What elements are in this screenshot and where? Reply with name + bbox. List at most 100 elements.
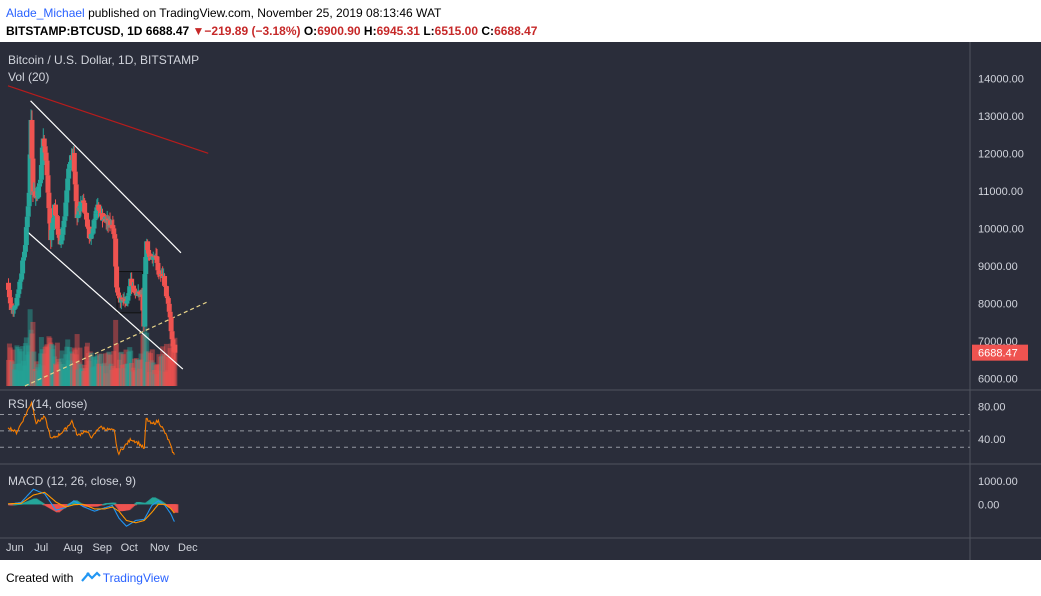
candle-body bbox=[115, 292, 121, 296]
tradingview-logo-icon[interactable] bbox=[80, 571, 101, 587]
time-tick-label: Oct bbox=[121, 542, 138, 554]
price-tag-label: 6688.47 bbox=[978, 348, 1018, 360]
volume-bar bbox=[114, 343, 120, 386]
long-term-resistance bbox=[7, 85, 209, 154]
volume-bar bbox=[136, 360, 142, 386]
volume-bar bbox=[88, 352, 94, 386]
price-tick-label: 10000.00 bbox=[978, 223, 1024, 235]
candle-body bbox=[49, 230, 55, 241]
volume-bar bbox=[93, 359, 99, 386]
chart-title: Bitcoin / U.S. Dollar, 1D, BITSTAMP bbox=[8, 53, 199, 67]
volume-bar bbox=[129, 362, 135, 386]
candle-body bbox=[113, 238, 119, 267]
candle-body bbox=[122, 299, 128, 302]
candle-body bbox=[66, 168, 72, 179]
macd-histogram-bar bbox=[133, 504, 138, 506]
volume-bar bbox=[57, 363, 63, 386]
volume-bar bbox=[116, 359, 122, 386]
candle-body bbox=[20, 260, 26, 274]
candle-body bbox=[39, 147, 45, 166]
author-link[interactable]: Alade_Michael bbox=[6, 6, 85, 20]
volume-bar bbox=[63, 354, 69, 386]
volume-bar bbox=[141, 333, 147, 386]
volume-bar bbox=[30, 321, 36, 386]
candle-body bbox=[13, 305, 19, 307]
volume-bar bbox=[101, 362, 107, 386]
volume-bar bbox=[32, 369, 38, 386]
candle-body bbox=[51, 217, 57, 223]
volume-bar bbox=[95, 354, 101, 386]
volume-bar bbox=[84, 342, 90, 386]
tradingview-brand[interactable]: TradingView bbox=[102, 571, 169, 585]
volume-bar bbox=[134, 359, 140, 386]
candle-body bbox=[45, 175, 51, 193]
volume-bar bbox=[117, 352, 123, 386]
volume-bar bbox=[62, 369, 68, 386]
volume-bar bbox=[28, 329, 34, 386]
candle-body bbox=[21, 251, 27, 258]
volume-bar bbox=[44, 344, 50, 386]
volume-bar bbox=[7, 347, 13, 386]
volume-bar bbox=[167, 348, 173, 386]
candle-body bbox=[86, 226, 92, 239]
rsi-tick-label: 40.00 bbox=[978, 434, 1006, 446]
change-arrow-icon: ▼ bbox=[192, 24, 205, 38]
candle-body bbox=[41, 138, 47, 147]
candle-body bbox=[43, 152, 49, 161]
candle-body bbox=[68, 161, 74, 165]
time-tick-label: Dec bbox=[178, 542, 198, 554]
candle-body bbox=[19, 273, 25, 280]
volume-bar bbox=[15, 346, 21, 386]
candle-body bbox=[163, 286, 169, 297]
candle-body bbox=[62, 216, 68, 221]
volume-bar bbox=[34, 361, 40, 386]
candle-body bbox=[169, 331, 175, 340]
volume-bar bbox=[118, 351, 124, 386]
volume-bar bbox=[45, 347, 51, 386]
time-tick-label: Sep bbox=[92, 542, 112, 554]
volume-bar bbox=[48, 342, 54, 386]
candle-body bbox=[142, 274, 148, 327]
chart-area[interactable]: 14000.00 13000.00 12000.00 11000.00 10000.00… bbox=[0, 42, 1041, 560]
candle-body bbox=[14, 297, 20, 306]
last-price: 6688.47 bbox=[145, 24, 190, 38]
candle-body bbox=[78, 202, 84, 212]
candle-body bbox=[37, 183, 43, 187]
candle-body bbox=[23, 227, 29, 246]
chart-header: Alade_Michael published on TradingView.c… bbox=[6, 4, 1036, 40]
symbol-line: BITSTAMP:BTCUSD, 1D 6688.47 ▼−219.89 (−3… bbox=[6, 22, 1036, 40]
chart-canvas[interactable]: 14000.00 13000.00 12000.00 11000.00 10000.00… bbox=[0, 42, 1041, 560]
volume-bar bbox=[33, 371, 39, 386]
macd-label: MACD (12, 26, close, 9) bbox=[8, 474, 136, 488]
candle-body bbox=[124, 300, 130, 304]
volume-bar bbox=[85, 353, 91, 386]
candle-body bbox=[59, 234, 65, 241]
volume-bar bbox=[161, 354, 167, 386]
volume-bar bbox=[18, 370, 24, 386]
candle-body bbox=[94, 207, 100, 214]
ohlc-low: 6515.00 bbox=[434, 24, 479, 38]
volume-bar bbox=[105, 352, 111, 386]
volume-bar bbox=[53, 365, 59, 386]
volume-bar bbox=[68, 351, 74, 386]
candle-body bbox=[127, 286, 133, 294]
candle-body bbox=[65, 178, 71, 191]
volume-bar bbox=[26, 351, 32, 386]
macd-tick-label: 0.00 bbox=[978, 499, 999, 511]
candle-body bbox=[165, 298, 171, 304]
candle-body bbox=[147, 253, 152, 255]
volume-bar bbox=[56, 361, 62, 386]
candle-body bbox=[168, 317, 174, 332]
rsi-label: RSI (14, close) bbox=[8, 397, 87, 411]
volume-bar bbox=[98, 363, 104, 386]
volume-bar bbox=[50, 349, 56, 386]
macd-tick-label: 1000.00 bbox=[978, 476, 1018, 488]
volume-bar bbox=[155, 364, 161, 386]
candle-body bbox=[84, 212, 90, 220]
volume-bar bbox=[23, 337, 29, 386]
volume-bar bbox=[84, 346, 90, 386]
volume-bar bbox=[110, 365, 116, 386]
candle-body bbox=[35, 197, 41, 199]
volume-bar bbox=[78, 364, 84, 386]
candle-body bbox=[29, 119, 35, 159]
